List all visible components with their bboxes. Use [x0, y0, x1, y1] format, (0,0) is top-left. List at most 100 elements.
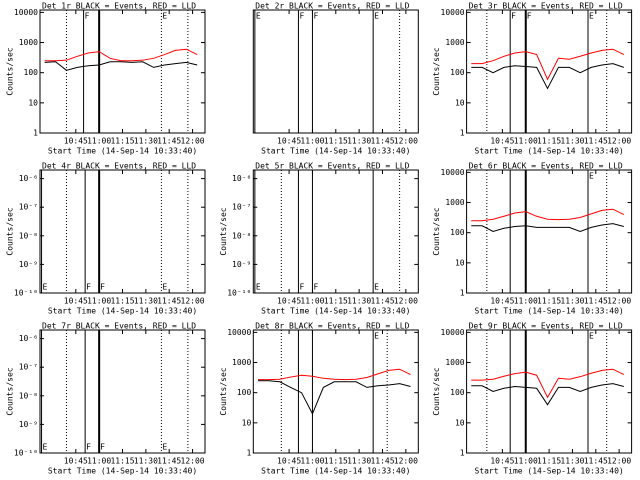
x-tick-label: 11:00 — [300, 457, 324, 466]
y-axis-label: Counts/sec — [432, 367, 441, 415]
y-tick-label: 100 — [450, 228, 465, 237]
x-tick-label: 10:45 — [277, 457, 301, 466]
y-tick-label: 10⁻¹⁰ — [227, 289, 251, 298]
event-label: E — [43, 283, 48, 292]
y-tick-label: 1 — [460, 449, 465, 458]
x-tick-label: 11:00 — [87, 457, 111, 466]
y-tick-label: 1 — [33, 129, 38, 138]
event-label: E — [162, 12, 167, 21]
event-label: F — [299, 283, 304, 292]
series-line — [471, 208, 625, 222]
panel: Det 4r BLACK = Events, RED = LLD 10⁻¹⁰ 10⁻… — [6, 162, 206, 316]
x-tick-label: 10:45 — [490, 137, 514, 146]
y-tick-label: 1 — [246, 449, 251, 458]
y-tick-label: 100 — [450, 388, 465, 397]
panel-title: Det 7r BLACK = Events, RED = LLD — [42, 322, 196, 331]
y-tick-label: 10⁻⁹ — [19, 260, 38, 269]
x-axis-label: Start Time (14-Sep-14 10:33:40) — [261, 147, 410, 156]
y-axis-label: Counts/sec — [6, 207, 15, 255]
x-tick-label: 11:30 — [560, 297, 584, 306]
y-tick-label: 10 — [455, 258, 465, 267]
x-axis-label: Start Time (14-Sep-14 10:33:40) — [261, 307, 410, 316]
x-tick-label: 12:00 — [394, 457, 418, 466]
event-label: F — [100, 443, 105, 452]
event-label: F — [299, 12, 304, 21]
series-line — [471, 368, 625, 399]
series-line — [471, 63, 624, 90]
x-tick-label: 11:00 — [514, 137, 538, 146]
y-tick-label: 1000 — [19, 38, 38, 47]
x-tick-label: 11:45 — [157, 297, 181, 306]
y-tick-label: 10 — [455, 418, 465, 427]
x-tick-label: 11:30 — [560, 457, 584, 466]
x-tick-label: 11:45 — [157, 457, 181, 466]
y-tick-label: 1000 — [445, 198, 464, 207]
y-tick-label: 10⁻⁹ — [19, 420, 38, 429]
y-tick-label: 10⁻¹⁰ — [14, 289, 38, 298]
y-axis-label: Counts/sec — [219, 367, 228, 415]
x-tick-label: 11:15 — [324, 457, 348, 466]
y-tick-label: 10 — [455, 98, 465, 107]
event-label: E — [589, 172, 594, 181]
event-label: F — [86, 283, 91, 292]
x-tick-label: 11:15 — [537, 457, 561, 466]
panel: Det 8r BLACK = Events, RED = LLD 1 10 100 10… — [219, 322, 419, 476]
y-axis-label: Counts/sec — [6, 367, 15, 415]
y-tick-label: 10000 — [441, 328, 465, 337]
panel: Det 3r BLACK = Events, RED = LLD 1 10 100 10… — [432, 2, 633, 156]
event-label: E — [256, 283, 261, 292]
x-tick-label: 11:45 — [370, 137, 394, 146]
y-tick-label: 10⁻⁷ — [19, 203, 38, 212]
x-tick-label: 12:00 — [607, 297, 631, 306]
x-axis-label: Start Time (14-Sep-14 10:33:40) — [48, 467, 197, 476]
x-tick-label: 11:45 — [584, 137, 608, 146]
y-tick-label: 10⁻⁶ — [19, 174, 38, 183]
panel-title: Det 5r BLACK = Events, RED = LLD — [255, 162, 409, 171]
panel: Det 5r BLACK = Events, RED = LLD 10⁻¹⁰ 10⁻… — [219, 162, 419, 316]
y-tick-label: 10⁻⁶ — [232, 174, 251, 183]
x-tick-label: 11:00 — [300, 297, 324, 306]
panel-title: Det 4r BLACK = Events, RED = LLD — [42, 162, 196, 171]
y-tick-label: 1000 — [445, 358, 464, 367]
panel-title: Det 9r BLACK = Events, RED = LLD — [469, 322, 623, 331]
series-line — [471, 383, 624, 406]
x-tick-label: 11:00 — [300, 137, 324, 146]
y-tick-label: 10000 — [441, 8, 465, 17]
x-tick-label: 10:45 — [277, 137, 301, 146]
y-axis-label: Counts/sec — [219, 207, 228, 255]
y-tick-label: 10⁻⁸ — [19, 231, 38, 240]
y-tick-label: 1 — [460, 129, 465, 138]
panel: Det 9r BLACK = Events, RED = LLD 1 10 100 10… — [432, 322, 633, 476]
x-tick-label: 11:45 — [370, 297, 394, 306]
y-axis-label: Counts/sec — [432, 47, 441, 95]
y-tick-label: 1000 — [232, 358, 251, 367]
event-label: E — [43, 443, 48, 452]
x-tick-label: 12:00 — [181, 297, 205, 306]
x-tick-label: 11:15 — [324, 137, 348, 146]
x-tick-label: 11:15 — [110, 457, 134, 466]
y-tick-label: 10⁻⁸ — [19, 391, 38, 400]
x-tick-label: 11:45 — [370, 457, 394, 466]
x-axis-label: Start Time (14-Sep-14 10:33:40) — [261, 467, 410, 476]
x-tick-label: 11:45 — [584, 457, 608, 466]
y-tick-label: 10⁻⁷ — [19, 363, 38, 372]
x-axis-label: Start Time (14-Sep-14 10:33:40) — [474, 307, 623, 316]
event-label: F — [511, 12, 516, 21]
x-tick-label: 12:00 — [181, 457, 205, 466]
x-tick-label: 11:30 — [134, 297, 158, 306]
x-tick-label: 11:15 — [537, 297, 561, 306]
x-axis-label: Start Time (14-Sep-14 10:33:40) — [48, 147, 197, 156]
x-tick-label: 12:00 — [394, 137, 418, 146]
panel-title: Det 2r BLACK = Events, RED = LLD — [255, 2, 409, 11]
x-axis-label: Start Time (14-Sep-14 10:33:40) — [474, 467, 623, 476]
series-line — [471, 48, 625, 81]
x-tick-label: 11:30 — [347, 457, 371, 466]
event-label: E — [374, 283, 379, 292]
x-tick-label: 12:00 — [607, 457, 631, 466]
x-tick-label: 11:30 — [347, 297, 371, 306]
x-tick-label: 11:15 — [537, 137, 561, 146]
x-tick-label: 10:45 — [64, 297, 88, 306]
y-tick-label: 10000 — [441, 168, 465, 177]
